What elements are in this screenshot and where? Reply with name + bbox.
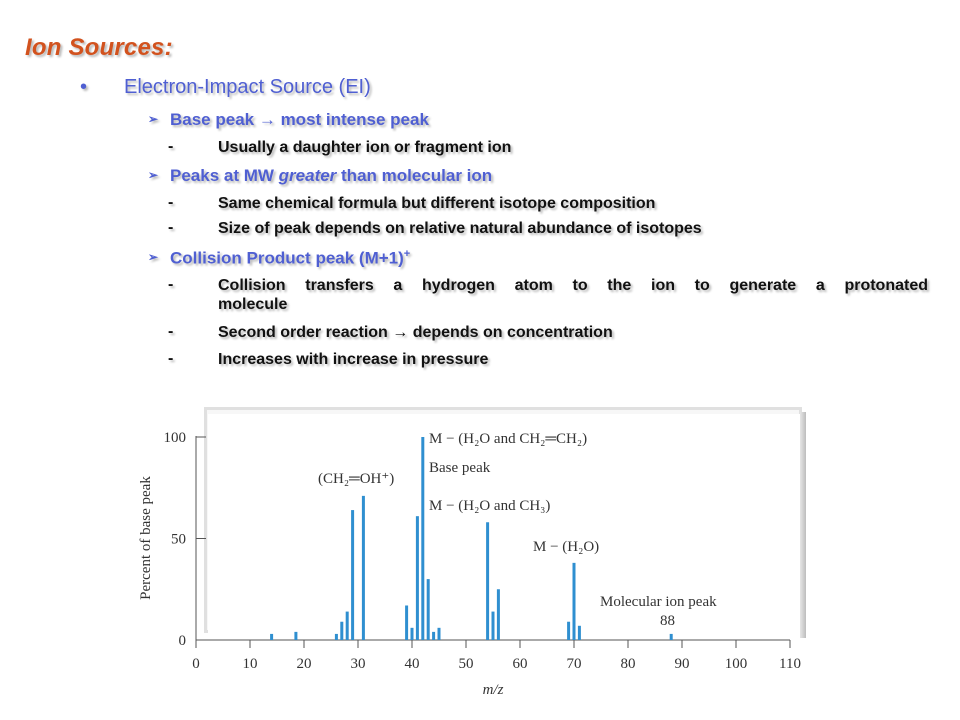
annotation-h2o-ch3: M − (H₂O and CH₃) [429, 498, 550, 514]
arrow-bullet-icon: ➢ [148, 168, 159, 182]
peak-bar [426, 579, 430, 640]
x-tick-label: 110 [779, 656, 801, 672]
peak-bar [432, 631, 436, 640]
peak-bar [361, 495, 365, 640]
x-tick-label: 100 [725, 656, 748, 672]
peak-bar [486, 522, 490, 640]
x-tick-label: 30 [351, 656, 366, 672]
point-text: molecule [218, 296, 288, 313]
y-tick-label: 0 [179, 633, 187, 649]
section-heading: Collision Product peak (M+1)+ [170, 248, 411, 268]
peak-bar [410, 627, 414, 640]
peak-bar [340, 621, 344, 640]
dash-marker: - [168, 194, 174, 211]
x-tick-label: 70 [567, 656, 582, 672]
arrow-bullet-icon: ➢ [148, 112, 159, 126]
peak-bar [577, 625, 581, 640]
y-axis-label: Percent of base peak [138, 476, 154, 600]
peak-bar [669, 633, 673, 640]
chart-frame [204, 407, 806, 638]
x-tick-label: 80 [621, 656, 636, 672]
annotation-base-loss: M − (H₂O and CH₂═CH₂) [429, 431, 587, 447]
x-tick-label: 0 [192, 656, 200, 672]
y-tick-label: 100 [164, 430, 187, 446]
peak-bar [496, 589, 500, 640]
annotation-ch2oh: (CH₂═OH⁺) [318, 471, 394, 487]
annotation-88: 88 [660, 613, 675, 629]
point-text: Usually a daughter ion or fragment ion [218, 139, 512, 156]
peak-bar [415, 516, 419, 640]
dash-marker: - [168, 350, 174, 367]
arrow-bullet-icon: ➢ [148, 250, 159, 264]
x-axis-label: m/z [483, 682, 504, 698]
section-heading: Peaks at MW greater than molecular ion [170, 166, 493, 185]
x-ticks: 0 10 20 30 40 50 60 70 80 90 100 110 [192, 640, 801, 672]
x-tick-label: 40 [405, 656, 420, 672]
dash-marker: - [168, 219, 174, 236]
peak-bar [351, 510, 355, 640]
point-text: Same chemical formula but different isot… [218, 195, 656, 212]
dash-marker: - [168, 276, 174, 293]
peak-bar [491, 611, 495, 640]
point-text: Collision transfers a hydrogen atom to t… [218, 277, 928, 294]
peak-bar [572, 562, 576, 640]
x-tick-label: 90 [675, 656, 690, 672]
peak-bar [294, 631, 298, 640]
peak-bar [405, 605, 409, 640]
y-tick-label: 50 [171, 532, 186, 548]
point-text: Second order reaction → depends on conce… [218, 324, 613, 341]
annotation-molecular-ion: Molecular ion peak [600, 594, 717, 610]
section-heading: Base peak → most intense peak [170, 110, 429, 129]
annotation-base-peak: Base peak [429, 460, 491, 476]
slide-title: Ion Sources: [25, 34, 173, 61]
x-tick-label: 10 [243, 656, 258, 672]
peak-bar [421, 437, 425, 640]
bullet-text: Electron-Impact Source (EI) [124, 76, 371, 98]
mass-spectrum-chart: 0 10 20 30 40 50 60 70 80 90 100 110 0 50 100 Percent… [138, 407, 806, 698]
x-tick-label: 20 [297, 656, 312, 672]
peak-bar [345, 611, 349, 640]
y-ticks: 0 50 100 [164, 430, 206, 649]
peak-bar [334, 633, 338, 640]
bullet-marker: • [80, 76, 88, 98]
annotation-h2o: M − (H₂O) [533, 539, 599, 555]
point-text: Size of peak depends on relative natural… [218, 220, 702, 237]
x-tick-label: 60 [513, 656, 528, 672]
peak-bar [270, 633, 274, 640]
peak-bar [437, 627, 441, 640]
point-text: Increases with increase in pressure [218, 351, 489, 368]
dash-marker: - [168, 323, 174, 340]
peak-bar [567, 621, 571, 640]
x-tick-label: 50 [459, 656, 474, 672]
dash-marker: - [168, 138, 174, 155]
chart-bars [270, 437, 673, 640]
right-arrow-icon: → [258, 110, 276, 129]
